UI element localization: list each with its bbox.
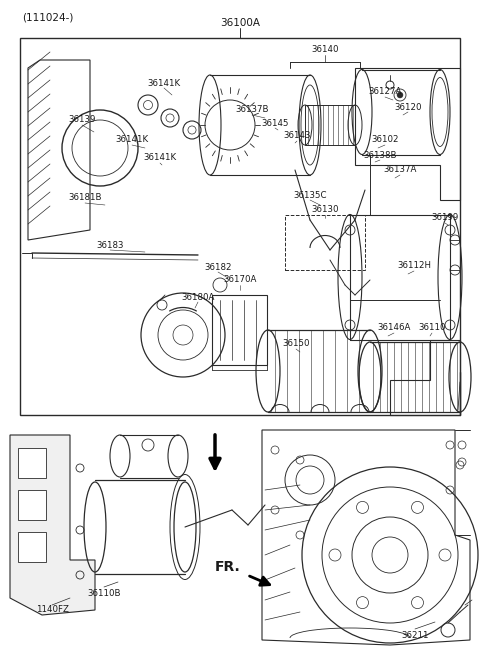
Text: 36135C: 36135C — [293, 191, 327, 200]
Text: 36137B: 36137B — [235, 105, 269, 115]
Text: 36180A: 36180A — [181, 293, 215, 301]
Bar — [18, 490, 46, 520]
Text: 36138B: 36138B — [363, 151, 397, 160]
Polygon shape — [10, 435, 95, 615]
Text: 36100A: 36100A — [220, 18, 260, 28]
Bar — [285, 215, 365, 270]
Text: (111024-): (111024-) — [22, 12, 73, 22]
Bar — [18, 532, 46, 562]
Text: 36199: 36199 — [432, 214, 458, 223]
Text: 36139: 36139 — [68, 115, 96, 124]
Text: 36141K: 36141K — [144, 153, 177, 162]
Text: 36145: 36145 — [261, 119, 289, 128]
Text: 36170A: 36170A — [223, 276, 257, 284]
Circle shape — [397, 92, 403, 98]
Text: 36140: 36140 — [311, 45, 339, 54]
Text: 36182: 36182 — [204, 263, 232, 272]
Text: 36143: 36143 — [283, 132, 311, 141]
Bar — [212, 295, 267, 365]
Text: 36146A: 36146A — [377, 324, 411, 333]
Text: 36211: 36211 — [401, 631, 429, 639]
Text: 36150: 36150 — [282, 339, 310, 348]
Text: 36181B: 36181B — [68, 193, 102, 202]
Text: 36141K: 36141K — [147, 79, 180, 88]
Bar — [20, 38, 460, 415]
Text: 36137A: 36137A — [384, 166, 417, 174]
Text: 36110: 36110 — [418, 324, 446, 333]
Text: 36130: 36130 — [311, 206, 339, 214]
Text: 36110B: 36110B — [87, 588, 121, 597]
Bar — [350, 215, 450, 340]
Text: 36127A: 36127A — [368, 88, 402, 96]
Text: 1140FZ: 1140FZ — [36, 605, 69, 614]
Text: 36141K: 36141K — [115, 136, 149, 145]
Bar — [305, 105, 355, 145]
Text: 36120: 36120 — [394, 102, 422, 111]
Text: 36183: 36183 — [96, 240, 124, 250]
Bar — [18, 448, 46, 478]
Text: FR.: FR. — [215, 560, 241, 574]
Text: 36102: 36102 — [371, 136, 399, 145]
Text: 36112H: 36112H — [397, 261, 431, 271]
